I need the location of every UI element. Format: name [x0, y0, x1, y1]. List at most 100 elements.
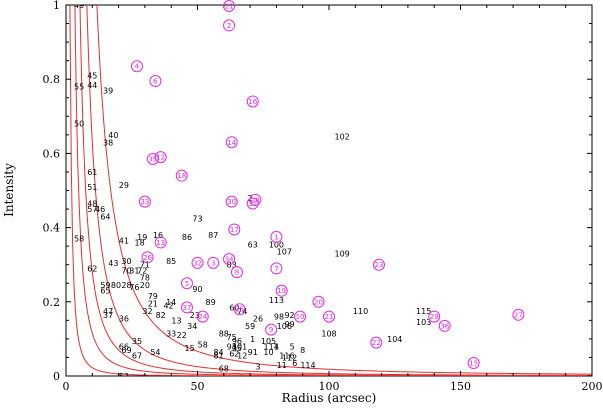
point-label: 93: [227, 342, 237, 351]
magenta-marker: 17: [228, 223, 241, 236]
point-label: 103: [416, 318, 431, 327]
point-label: 45: [87, 71, 97, 80]
curve-4: [86, 5, 592, 376]
magenta-marker: 2: [223, 19, 236, 32]
marker-ring: [233, 303, 246, 316]
marker-label: 21: [325, 313, 334, 321]
magenta-marker: 1: [270, 230, 283, 243]
y-axis-title: Intensity: [2, 163, 16, 217]
marker-label: 31: [248, 200, 257, 208]
point-label: 89: [206, 298, 216, 307]
point-label: 59: [245, 322, 255, 331]
point-label: 11: [277, 361, 287, 370]
marker-label: 35: [148, 155, 157, 163]
point-label: 14: [166, 298, 176, 307]
magenta-marker: 29: [428, 310, 441, 323]
point-label: 66: [119, 342, 129, 351]
marker-label: 28: [251, 196, 260, 204]
point-label: 78: [140, 274, 150, 283]
marker-ring: [294, 310, 307, 323]
magenta-marker: 16: [246, 95, 259, 108]
point-label: 28: [121, 281, 131, 290]
marker-label: 25: [235, 306, 244, 314]
marker-label: 29: [430, 313, 439, 321]
marker-label: 11: [225, 3, 234, 11]
marker-ring: [372, 258, 385, 271]
y-tick-label: 0.2: [43, 296, 61, 309]
marker-ring: [180, 277, 193, 290]
marker-label: 16: [248, 98, 257, 106]
point-label: 48: [87, 199, 97, 208]
point-label: 1: [250, 335, 255, 344]
marker-ring: [191, 256, 204, 269]
marker-label: 12: [156, 154, 165, 162]
point-label: 101: [232, 342, 247, 351]
marker-label: 13: [156, 239, 165, 247]
magenta-marker: 34: [223, 253, 236, 266]
x-tick-label: 0: [63, 380, 70, 393]
point-label: 112: [282, 353, 297, 362]
point-label: 110: [353, 307, 368, 316]
point-label: 16: [153, 231, 163, 240]
marker-ring: [370, 336, 383, 349]
marker-label: 22: [372, 339, 381, 347]
point-label: 114: [300, 361, 315, 370]
point-label: 108: [321, 329, 336, 338]
marker-ring: [265, 323, 278, 336]
point-label: 96: [232, 337, 242, 346]
point-label: 59: [100, 281, 110, 290]
magenta-marker: 12: [154, 151, 167, 164]
point-label: 90: [192, 285, 202, 294]
magenta-marker: 22: [370, 336, 383, 349]
point-label: 47: [103, 307, 113, 316]
point-label: 116: [279, 352, 294, 361]
point-label: 115: [416, 307, 431, 316]
marker-ring: [312, 295, 325, 308]
point-label: 92: [284, 311, 294, 320]
point-label: 69: [121, 346, 131, 355]
point-label: 21: [148, 300, 158, 309]
marker-label: 15: [469, 360, 478, 368]
point-label: 85: [166, 257, 176, 266]
marker-ring: [249, 193, 262, 206]
magenta-marker: 13: [154, 236, 167, 249]
point-label: 30: [121, 257, 131, 266]
magenta-marker: 14: [225, 136, 238, 149]
marker-label: 24: [198, 313, 207, 321]
magenta-marker: 35: [146, 152, 159, 165]
point-label: 26: [253, 314, 263, 323]
magenta-marker: 28: [249, 193, 262, 206]
marker-ring: [196, 310, 209, 323]
magenta-marker: 30: [225, 195, 238, 208]
plot-frame: [65, 4, 593, 377]
marker-ring: [225, 195, 238, 208]
point-label: 86: [182, 233, 192, 242]
point-label: 111: [263, 342, 278, 351]
point-label: 49: [74, 1, 84, 10]
magenta-marker: 23: [372, 258, 385, 271]
point-label: 70: [121, 266, 131, 275]
magenta-marker: 11: [223, 0, 236, 12]
point-label: 71: [140, 261, 150, 270]
marker-ring: [246, 197, 259, 210]
magenta-marker: 4: [131, 60, 144, 73]
point-label: 79: [148, 292, 158, 301]
point-label: 42: [163, 302, 173, 311]
point-label: 58: [74, 235, 84, 244]
point-label: 8: [300, 346, 305, 355]
point-label: 44: [87, 81, 97, 90]
marker-ring: [207, 256, 220, 269]
point-label: 65: [100, 287, 110, 296]
marker-label: 34: [225, 256, 234, 264]
marker-ring: [275, 284, 288, 297]
point-label: 22: [177, 331, 187, 340]
point-label: 35: [132, 337, 142, 346]
marker-ring: [467, 357, 480, 370]
point-label: 39: [103, 86, 113, 95]
magenta-marker: 19: [275, 284, 288, 297]
point-label: 54: [150, 348, 160, 357]
point-label: 72: [137, 266, 147, 275]
magenta-marker: 33: [138, 195, 151, 208]
marker-label: 3: [211, 259, 215, 267]
